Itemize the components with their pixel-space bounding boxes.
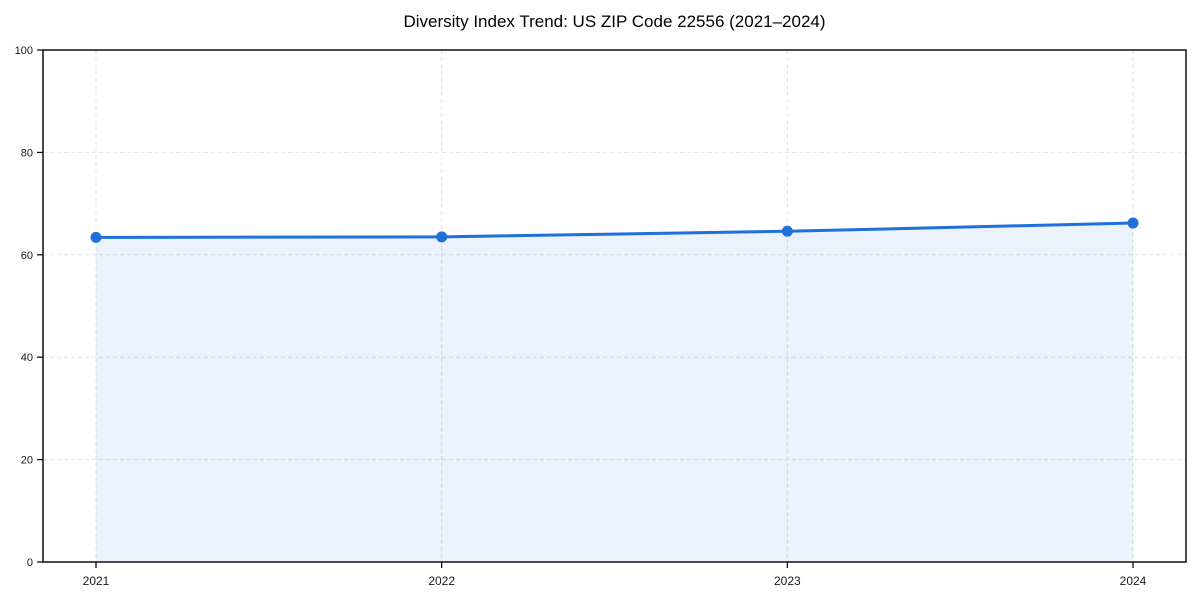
y-tick-label: 40 xyxy=(21,352,33,364)
y-tick-label: 20 xyxy=(21,455,33,467)
plot-frame xyxy=(42,49,1187,563)
data-point xyxy=(1127,217,1139,229)
x-tick-label: 2021 xyxy=(83,574,110,588)
x-tick-label: 2022 xyxy=(428,574,455,588)
data-point xyxy=(436,231,448,243)
y-tick-label: 60 xyxy=(21,250,33,262)
area-fill xyxy=(96,223,1133,562)
chart-title: Diversity Index Trend: US ZIP Code 22556… xyxy=(403,12,826,31)
x-tick-label: 2023 xyxy=(774,574,801,588)
y-tick-label: 0 xyxy=(27,557,33,569)
data-point xyxy=(781,225,793,237)
y-tick-label: 80 xyxy=(21,147,33,159)
y-tick-label: 100 xyxy=(15,45,33,57)
trend-line xyxy=(94,221,1135,239)
x-tick-label: 2024 xyxy=(1120,574,1147,588)
data-point xyxy=(90,231,102,243)
